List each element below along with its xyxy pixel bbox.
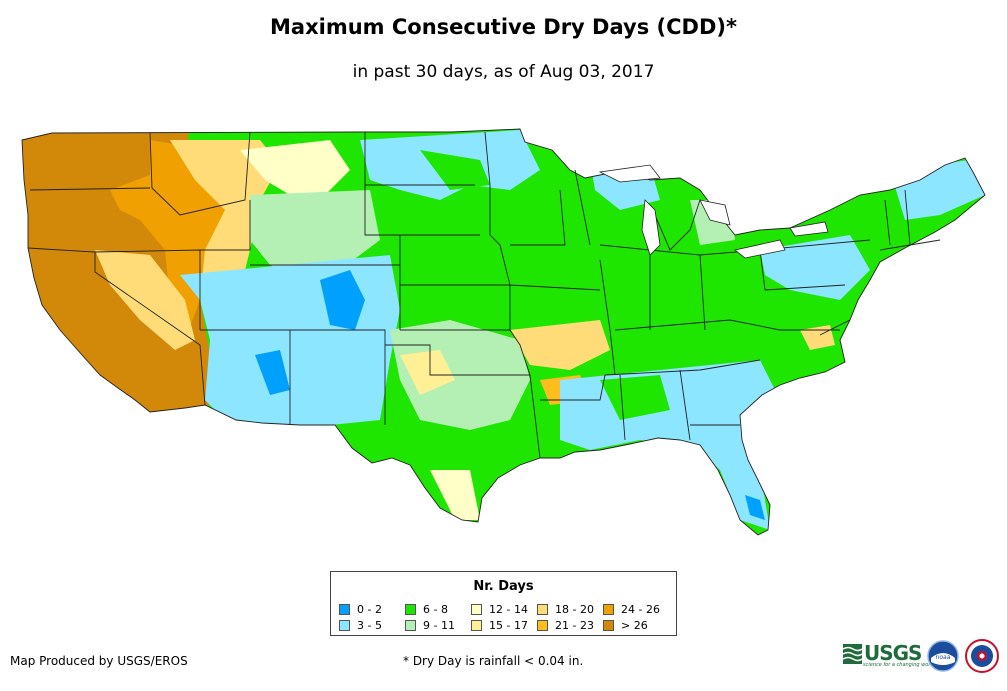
region-fill-18-20-nv bbox=[95, 250, 195, 350]
legend-swatch bbox=[603, 603, 614, 615]
region-fill-3-5-ne bbox=[760, 235, 870, 300]
legend-swatch bbox=[405, 619, 416, 631]
region-fill-18-20 bbox=[170, 140, 280, 320]
agency-logos: USGS science for a changing world noaa bbox=[843, 638, 1003, 678]
region-fill-3-5-se bbox=[560, 360, 780, 530]
region-fill-12-14 bbox=[240, 140, 350, 200]
legend-item: 18 - 20 bbox=[537, 601, 603, 617]
legend-label: 24 - 26 bbox=[621, 602, 660, 616]
state-borders bbox=[21, 128, 986, 536]
lake-erie bbox=[734, 239, 786, 259]
legend-item: 12 - 14 bbox=[471, 601, 537, 617]
region-fill-12-14-tx-s bbox=[430, 470, 480, 520]
lake-ontario bbox=[789, 221, 829, 237]
legend-label: 6 - 8 bbox=[423, 602, 448, 616]
legend: Nr. Days 0 - 2 3 - 5 6 - 8 9 - 11 12 - 14 15 … bbox=[330, 571, 677, 636]
dry-day-note: * Dry Day is rainfall < 0.04 in. bbox=[403, 654, 584, 668]
noaa-logo-text: noaa bbox=[936, 654, 951, 661]
region-fill-15-17-tx bbox=[400, 350, 455, 395]
region-fill-18-20-va bbox=[800, 325, 835, 350]
legend-swatch bbox=[537, 619, 548, 631]
lake-michigan bbox=[641, 199, 661, 256]
legend-item: 3 - 5 bbox=[339, 617, 405, 633]
legend-item: 0 - 2 bbox=[339, 601, 405, 617]
legend-label: 9 - 11 bbox=[423, 618, 455, 632]
legend-label: 3 - 5 bbox=[357, 618, 382, 632]
legend-label: 0 - 2 bbox=[357, 602, 382, 616]
legend-item: 6 - 8 bbox=[405, 601, 471, 617]
great-lakes bbox=[598, 164, 829, 259]
legend-item: > 26 bbox=[603, 617, 669, 633]
legend-swatch bbox=[471, 603, 482, 615]
legend-item: 21 - 23 bbox=[537, 617, 603, 633]
usgs-logo-text: USGS bbox=[864, 641, 922, 665]
legend-item: 24 - 26 bbox=[603, 601, 669, 617]
legend-swatch bbox=[537, 603, 548, 615]
region-fill-18-20-mo bbox=[510, 320, 610, 370]
legend-item: 9 - 11 bbox=[405, 617, 471, 633]
legend-swatch bbox=[405, 603, 416, 615]
lake-superior bbox=[598, 164, 661, 183]
legend-label: 15 - 17 bbox=[489, 618, 528, 632]
legend-label: 18 - 20 bbox=[555, 602, 594, 616]
legend-label: > 26 bbox=[621, 618, 648, 632]
legend-grid: 0 - 2 3 - 5 6 - 8 9 - 11 12 - 14 15 - 17 18 - … bbox=[339, 601, 672, 633]
region-fill-6-8-nd bbox=[420, 150, 490, 190]
map-subtitle: in past 30 days, as of Aug 03, 2017 bbox=[352, 62, 655, 82]
noaa-logo: noaa bbox=[927, 640, 959, 672]
legend-swatch bbox=[471, 619, 482, 631]
legend-swatch bbox=[339, 619, 350, 631]
map-title: Maximum Consecutive Dry Days (CDD)* bbox=[270, 15, 737, 39]
region-fill-9-11 bbox=[250, 190, 380, 280]
region-fill-0-2-fl bbox=[745, 495, 765, 520]
legend-swatch bbox=[339, 603, 350, 615]
nws-logo bbox=[965, 639, 999, 673]
legend-title: Nr. Days bbox=[473, 579, 534, 594]
producer-credit: Map Produced by USGS/EROS bbox=[10, 654, 188, 668]
usgs-logo: USGS bbox=[843, 641, 922, 665]
legend-label: 21 - 23 bbox=[555, 618, 594, 632]
usgs-wave-icon bbox=[843, 644, 862, 664]
legend-swatch bbox=[603, 619, 614, 631]
lake-huron bbox=[699, 199, 731, 226]
region-fill-0-2-az bbox=[255, 350, 290, 395]
legend-label: 12 - 14 bbox=[489, 602, 528, 616]
region-fill-0-2-co bbox=[320, 270, 365, 330]
usgs-tagline: science for a changing world bbox=[863, 662, 935, 668]
region-fill-6-8-se bbox=[600, 375, 670, 420]
legend-item: 15 - 17 bbox=[471, 617, 537, 633]
